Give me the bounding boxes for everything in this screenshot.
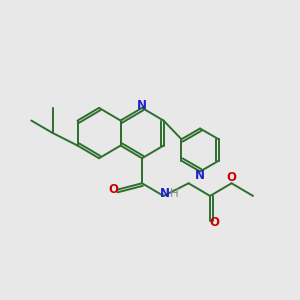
Text: O: O <box>226 172 237 184</box>
Text: N: N <box>160 188 170 200</box>
Text: O: O <box>109 183 118 196</box>
Text: H: H <box>170 188 179 200</box>
Text: N: N <box>137 99 147 112</box>
Text: N: N <box>195 169 205 182</box>
Text: O: O <box>209 216 220 229</box>
